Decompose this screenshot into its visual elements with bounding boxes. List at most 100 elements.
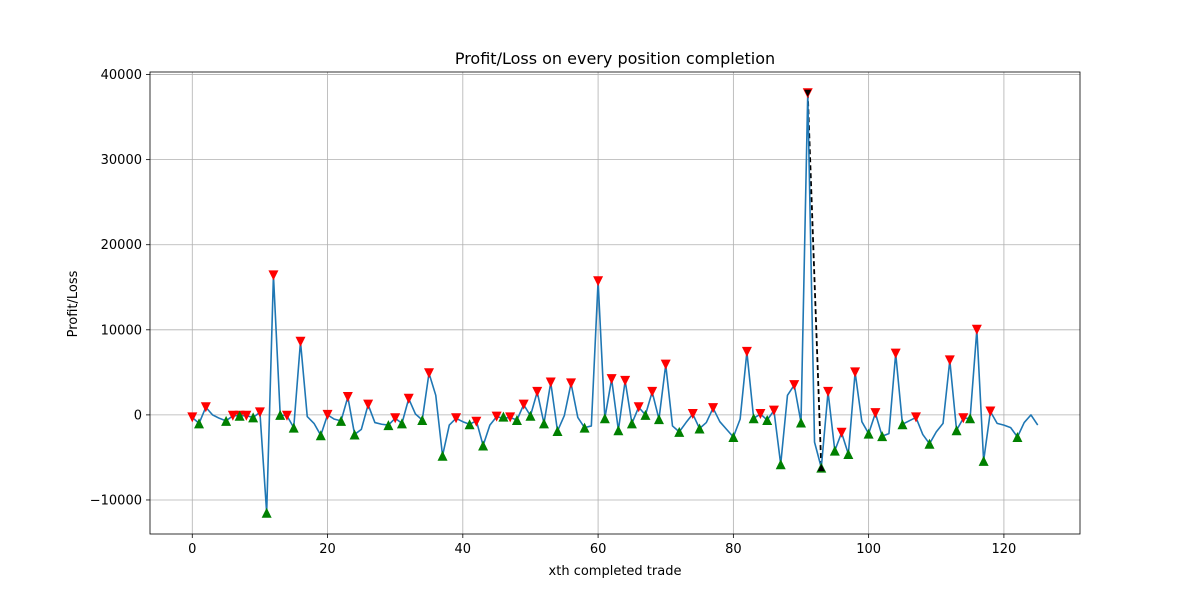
x-tick-label: 40: [455, 542, 472, 557]
buy-marker: [762, 414, 773, 425]
buy-marker: [261, 507, 272, 518]
buy-marker: [464, 419, 475, 430]
buy-marker: [275, 409, 286, 420]
sell-marker: [403, 393, 414, 404]
buy-marker: [194, 418, 205, 429]
sell-marker: [823, 386, 834, 397]
y-axis-label: Profit/Loss: [66, 270, 81, 337]
grid: [150, 72, 1080, 534]
profit-loss-series: [191, 92, 1039, 514]
buy-marker: [653, 414, 664, 425]
axes: [146, 71, 1081, 538]
sell-marker: [268, 270, 279, 281]
y-tick-label: 0: [134, 408, 142, 423]
x-tick-label: 60: [590, 542, 607, 557]
buy-marker: [599, 413, 610, 424]
buy-marker: [877, 431, 888, 442]
sell-marker: [687, 409, 698, 420]
sell-marker: [227, 410, 238, 421]
x-tick-label: 0: [188, 542, 196, 557]
sell-marker: [566, 378, 577, 389]
buy-marker: [951, 425, 962, 436]
sell-marker: [850, 367, 861, 378]
buy-marker: [674, 426, 685, 437]
chart-title: Profit/Loss on every position completion: [455, 49, 775, 68]
buy-marker: [978, 455, 989, 466]
drawdown-endpoint-marker: [804, 89, 812, 97]
buy-marker: [775, 459, 786, 470]
sell-marker: [741, 346, 752, 357]
buy-marker: [336, 415, 347, 426]
x-tick-label: 20: [319, 542, 336, 557]
x-tick-label: 100: [856, 542, 881, 557]
plot-frame: [149, 71, 1081, 535]
x-tick-label: 80: [725, 542, 742, 557]
buy-marker: [728, 432, 739, 443]
buy-marker: [552, 426, 563, 437]
buy-marker: [221, 415, 232, 426]
buy-marker: [349, 429, 360, 440]
buy-marker: [511, 414, 522, 425]
sell-marker: [606, 374, 617, 385]
sell-marker: [870, 408, 881, 419]
y-tick-label: 10000: [101, 323, 142, 338]
sell-marker: [200, 402, 211, 413]
sell-marker: [390, 413, 401, 424]
sell-marker: [505, 412, 516, 423]
sell-marker: [241, 410, 252, 421]
buy-marker: [538, 418, 549, 429]
sell-marker: [944, 355, 955, 366]
sell-marker: [660, 359, 671, 370]
drawdown-endpoint-marker: [817, 464, 825, 472]
sell-marker: [295, 336, 306, 347]
sell-marker: [985, 406, 996, 417]
sell-marker: [451, 413, 462, 424]
sell-marker: [708, 403, 719, 414]
tick-labels: 0 20 40 60 80 100 120 −10000 0 10000 20000 30000 400…: [90, 68, 1017, 557]
buy-marker: [965, 413, 976, 424]
sell-marker: [836, 427, 847, 438]
sell-marker: [789, 380, 800, 391]
sell-marker: [958, 413, 969, 424]
sell-marker: [593, 276, 604, 287]
y-tick-label: 30000: [101, 153, 142, 168]
buy-marker: [613, 425, 624, 436]
buy-marker: [579, 422, 590, 433]
buy-marker: [234, 410, 245, 421]
buy-marker: [396, 418, 407, 429]
buy-marker: [640, 409, 651, 420]
max-drawdown: [806, 93, 823, 468]
sell-marker: [254, 407, 265, 418]
buy-marker: [288, 422, 299, 433]
buy-marker: [748, 413, 759, 424]
buy-marker: [626, 418, 637, 429]
buy-marker: [525, 410, 536, 421]
buy-marker: [1012, 432, 1023, 443]
buy-marker: [437, 450, 448, 461]
sell-marker: [491, 411, 502, 422]
sell-marker: [187, 412, 198, 423]
buy-marker: [829, 445, 840, 456]
buy-marker: [498, 411, 509, 422]
buy-marker: [694, 423, 705, 434]
buy-marker: [315, 430, 326, 441]
sell-marker: [532, 386, 543, 397]
sell-marker: [647, 386, 658, 397]
sell-marker: [910, 412, 921, 423]
buy-marker: [796, 417, 806, 428]
sell-marker: [620, 375, 631, 386]
y-tick-label: 20000: [101, 238, 142, 253]
max-drawdown-line: [806, 93, 823, 468]
profit-loss-line: [191, 92, 1039, 514]
sell-marker: [424, 368, 434, 379]
buy-marker: [383, 420, 394, 431]
sell-marker: [471, 416, 482, 427]
buy-marker: [924, 438, 935, 449]
buy-marker: [843, 449, 854, 460]
sell-marker: [971, 324, 982, 335]
x-axis-label: xth completed trade: [549, 564, 682, 579]
y-tick-label: −10000: [90, 493, 142, 508]
x-tick-label: 120: [991, 542, 1016, 557]
sell-marker: [281, 410, 292, 421]
